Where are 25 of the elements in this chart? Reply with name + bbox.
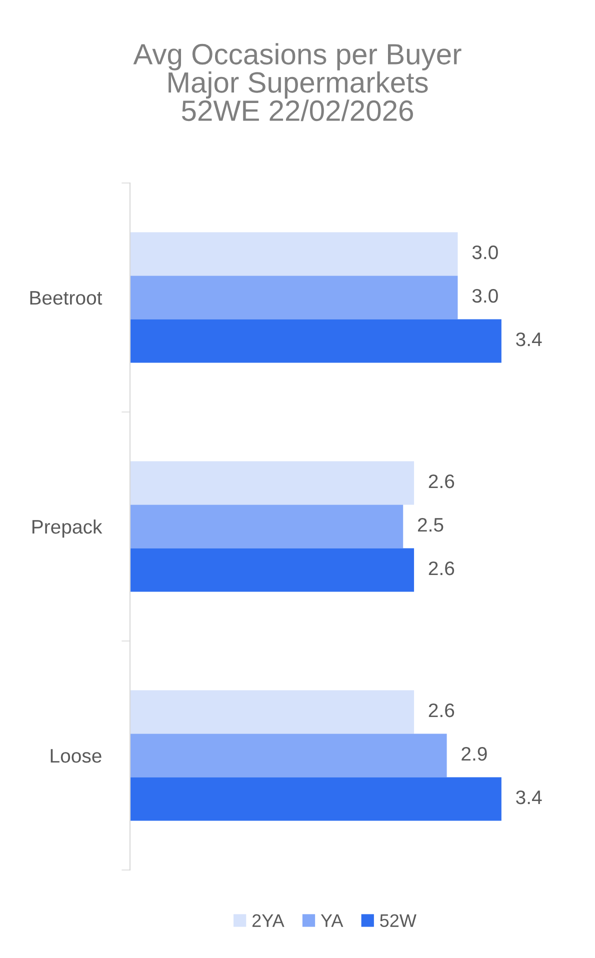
- legend-label: 52W: [380, 914, 416, 927]
- data-label: 2.6: [428, 474, 454, 488]
- data-label: 2.5: [418, 518, 444, 532]
- bar: [130, 690, 414, 734]
- legend-label: 2YA: [252, 914, 284, 927]
- data-label: 3.4: [516, 332, 542, 346]
- data-label: 3.0: [472, 245, 498, 260]
- bar: [130, 319, 502, 363]
- bar: [130, 232, 458, 276]
- bar: [130, 777, 502, 821]
- bar: [130, 548, 414, 592]
- data-label: 2.9: [462, 746, 487, 761]
- y-tick-label: Prepack: [32, 519, 102, 538]
- bar: [130, 276, 458, 320]
- data-label: 3.0: [472, 288, 498, 303]
- y-tick-label: Loose: [50, 749, 102, 763]
- data-label: 3.4: [516, 790, 542, 804]
- bar: [130, 504, 404, 548]
- data-label: 2.6: [428, 703, 454, 718]
- y-tick-label: Beetroot: [30, 291, 102, 305]
- chart-title: Avg Occasions per Buyer Major Supermarkets 52WE 22/02/2026: [133, 43, 462, 122]
- data-label: 2.6: [428, 561, 454, 576]
- legend-label: YA: [320, 914, 344, 927]
- bar: [130, 734, 447, 778]
- bar: [130, 461, 414, 505]
